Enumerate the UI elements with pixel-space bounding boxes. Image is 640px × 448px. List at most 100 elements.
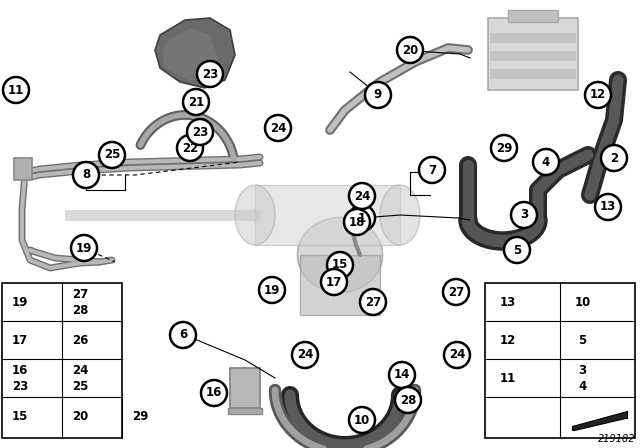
Text: 27
28: 27 28 (72, 288, 88, 316)
Circle shape (349, 407, 375, 433)
Circle shape (327, 252, 353, 278)
Bar (508, 10, 558, 22)
Circle shape (177, 135, 203, 161)
Circle shape (292, 342, 318, 368)
Text: 29: 29 (496, 142, 512, 155)
Circle shape (389, 362, 415, 388)
Circle shape (349, 205, 375, 231)
Circle shape (533, 149, 559, 175)
Text: 15: 15 (12, 409, 28, 422)
Circle shape (491, 135, 517, 161)
Circle shape (201, 380, 227, 406)
Text: 11: 11 (8, 83, 24, 96)
Text: 14: 14 (394, 369, 410, 382)
Text: 10: 10 (354, 414, 370, 426)
Circle shape (504, 237, 530, 263)
Text: 22: 22 (182, 142, 198, 155)
Text: 13: 13 (600, 201, 616, 214)
Text: 5: 5 (513, 244, 521, 257)
Circle shape (595, 194, 621, 220)
Circle shape (187, 119, 213, 145)
Circle shape (601, 145, 627, 171)
Text: 24: 24 (449, 349, 465, 362)
Circle shape (349, 183, 375, 209)
Bar (485, 283, 635, 438)
Circle shape (443, 279, 469, 305)
Text: 25: 25 (104, 148, 120, 161)
Text: 27: 27 (448, 285, 464, 298)
Circle shape (344, 209, 370, 235)
Text: 219182: 219182 (598, 434, 635, 444)
Text: 20: 20 (402, 43, 418, 56)
Circle shape (183, 89, 209, 115)
Text: 8: 8 (82, 168, 90, 181)
Circle shape (3, 77, 29, 103)
Bar (2, 283, 122, 438)
Circle shape (511, 202, 537, 228)
Circle shape (71, 235, 97, 261)
Text: 16: 16 (206, 387, 222, 400)
Polygon shape (155, 18, 235, 88)
Ellipse shape (380, 185, 420, 245)
Circle shape (265, 115, 291, 141)
Circle shape (99, 142, 125, 168)
Text: 24
25: 24 25 (72, 363, 88, 392)
Text: 23: 23 (192, 125, 208, 138)
Polygon shape (573, 412, 627, 431)
Text: 27: 27 (365, 296, 381, 309)
Circle shape (444, 342, 470, 368)
Text: 6: 6 (179, 328, 187, 341)
Bar (230, 368, 260, 408)
Bar (490, 33, 576, 43)
Text: 28: 28 (400, 393, 416, 406)
Text: 13: 13 (499, 296, 516, 309)
Circle shape (395, 387, 421, 413)
Bar (488, 18, 578, 90)
Circle shape (259, 277, 285, 303)
Text: 7: 7 (428, 164, 436, 177)
Text: 24: 24 (297, 349, 313, 362)
Text: 29: 29 (132, 409, 148, 422)
Circle shape (197, 61, 223, 87)
Text: 10: 10 (574, 296, 591, 309)
Circle shape (321, 269, 347, 295)
Text: 19: 19 (264, 284, 280, 297)
Text: 18: 18 (349, 215, 365, 228)
Text: 23: 23 (202, 68, 218, 81)
Circle shape (73, 162, 99, 188)
Text: 12: 12 (590, 89, 606, 102)
Bar (14, 158, 32, 180)
Text: 16
23: 16 23 (12, 363, 28, 392)
Text: 3: 3 (520, 208, 528, 221)
Text: 20: 20 (72, 409, 88, 422)
Bar (300, 255, 380, 315)
Ellipse shape (235, 185, 275, 245)
Text: 17: 17 (326, 276, 342, 289)
Bar (490, 69, 576, 79)
Text: 24: 24 (354, 190, 370, 202)
Circle shape (397, 37, 423, 63)
Circle shape (365, 82, 391, 108)
Text: 9: 9 (374, 89, 382, 102)
Text: 15: 15 (332, 258, 348, 271)
Text: 17: 17 (12, 333, 28, 346)
Text: 4: 4 (542, 155, 550, 168)
Circle shape (419, 157, 445, 183)
Text: 3
4: 3 4 (579, 363, 587, 392)
Text: 1: 1 (358, 211, 366, 224)
Bar (490, 51, 576, 61)
Circle shape (585, 82, 611, 108)
Ellipse shape (298, 217, 383, 293)
Polygon shape (162, 28, 218, 80)
Text: 24: 24 (270, 121, 286, 134)
Text: 5: 5 (579, 333, 587, 346)
Text: 19: 19 (12, 296, 28, 309)
Bar (255, 185, 400, 245)
Bar (228, 408, 262, 414)
Text: 12: 12 (499, 333, 516, 346)
Text: 19: 19 (76, 241, 92, 254)
Circle shape (170, 322, 196, 348)
Text: 26: 26 (72, 333, 88, 346)
Text: 11: 11 (499, 371, 516, 384)
Text: 21: 21 (188, 95, 204, 108)
